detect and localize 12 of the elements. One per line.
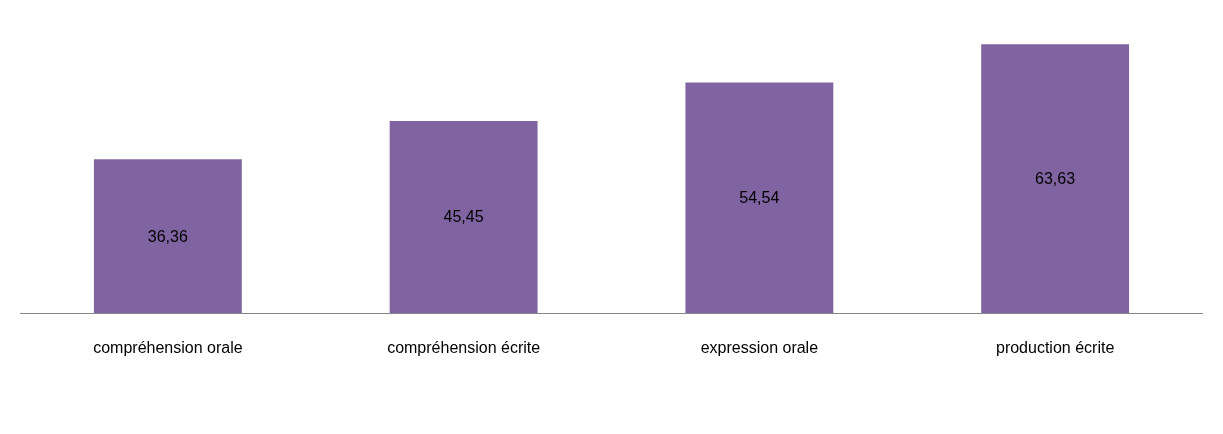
data-label: 45,45: [443, 208, 484, 226]
data-label: 63,63: [1035, 170, 1076, 188]
x-tick-label: compréhension orale: [93, 339, 243, 357]
data-label: 36,36: [147, 227, 188, 245]
x-tick-label: expression orale: [700, 339, 819, 357]
x-tick-label: compréhension écrite: [387, 339, 541, 357]
bar: [93, 159, 242, 313]
bar: [685, 82, 834, 313]
bar: [981, 44, 1130, 313]
data-label: 54,54: [739, 189, 780, 207]
x-tick-label: production écrite: [995, 339, 1115, 357]
bar: [389, 120, 538, 313]
